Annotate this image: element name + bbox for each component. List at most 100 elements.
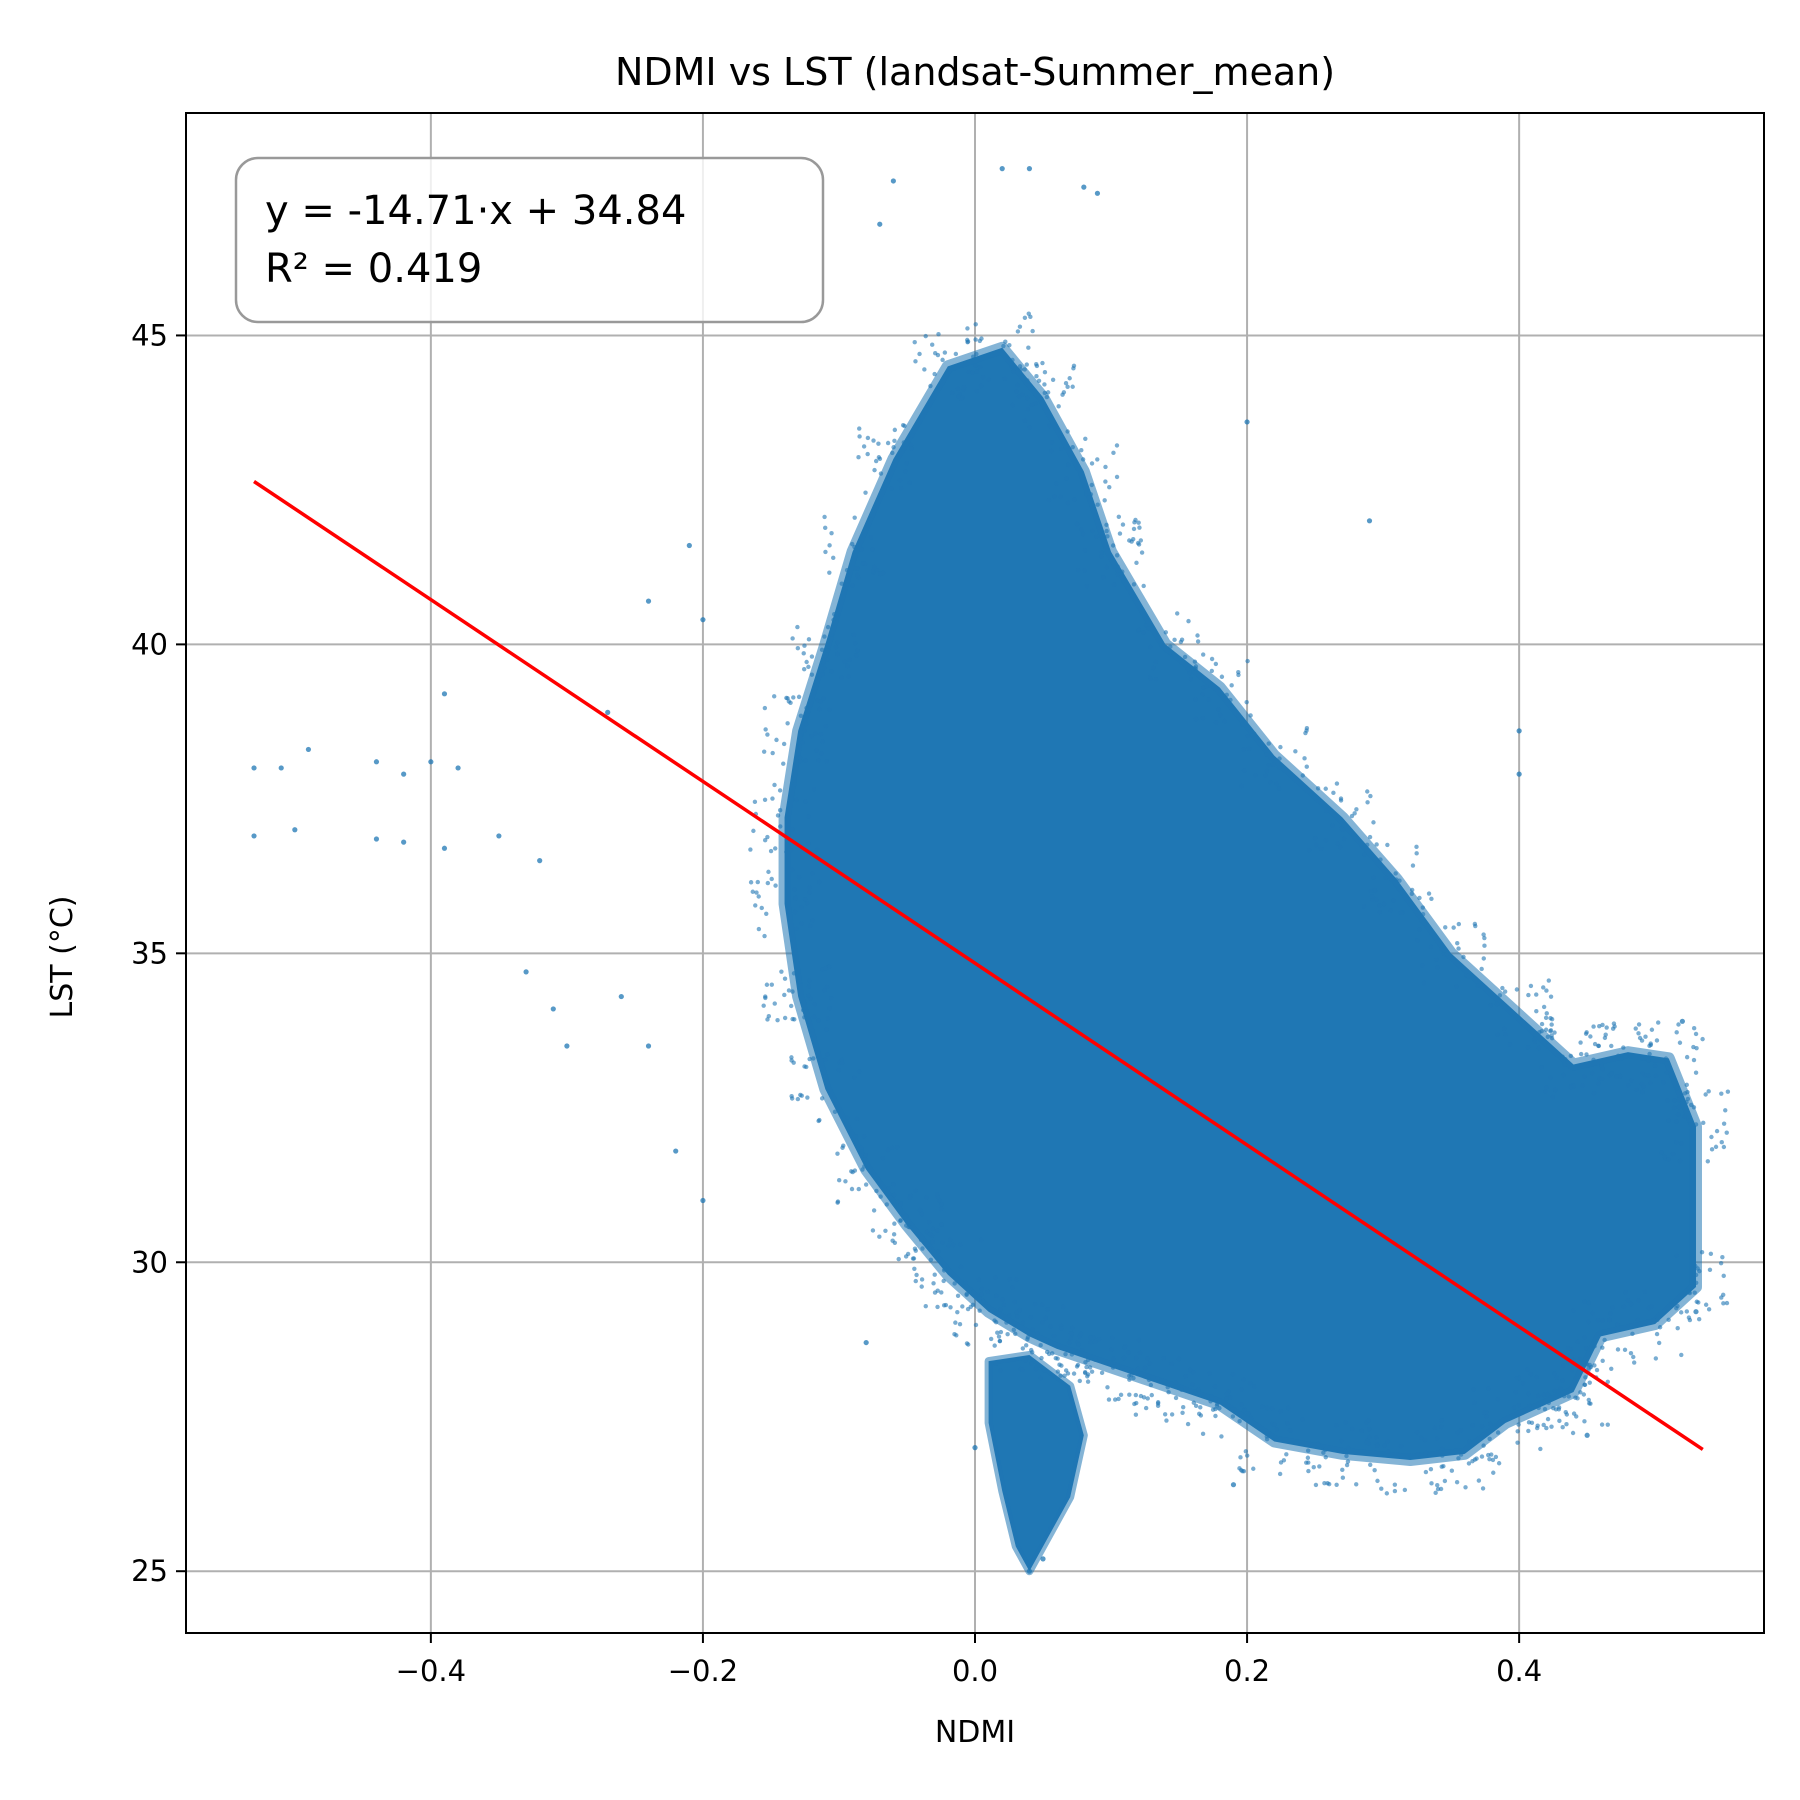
scatter-point [1541, 985, 1546, 990]
scatter-point [1686, 1118, 1692, 1123]
scatter-point [765, 1017, 770, 1022]
scatter-point [872, 564, 877, 570]
scatter-point [763, 995, 768, 1001]
scatter-point [1245, 658, 1250, 664]
scatter-point [766, 869, 771, 875]
scatter-point [884, 1202, 889, 1207]
scatter-point [1101, 575, 1106, 580]
scatter-point [1074, 521, 1080, 527]
scatter-point [1325, 1481, 1330, 1486]
scatter-point [1213, 1406, 1218, 1412]
scatter-point [1277, 1437, 1283, 1442]
scatter-point [1637, 1035, 1643, 1041]
scatter-point [1145, 1356, 1150, 1361]
scatter-point [1636, 1298, 1641, 1303]
scatter-point [849, 1186, 855, 1192]
scatter-point [1195, 633, 1200, 638]
scatter-point [1082, 548, 1088, 553]
scatter-point [1564, 1422, 1569, 1427]
scatter-point [792, 909, 798, 915]
scatter-point [1546, 1400, 1551, 1406]
scatter-point [907, 1195, 913, 1201]
scatter-point [791, 695, 796, 700]
scatter-point [919, 1284, 924, 1289]
scatter-point [1630, 1331, 1635, 1337]
scatter-point [835, 1151, 840, 1156]
scatter-point [1274, 781, 1279, 787]
scatter-point [1488, 1003, 1493, 1008]
scatter-point [1371, 820, 1376, 825]
scatter-point [790, 827, 795, 832]
scatter-point [1103, 479, 1108, 484]
scatter-point [924, 1229, 930, 1235]
scatter-point [1684, 1309, 1690, 1314]
scatter-point [1158, 640, 1164, 645]
scatter-point [523, 969, 529, 975]
scatter-point [806, 637, 812, 642]
scatter-point [976, 1277, 981, 1283]
scatter-point [1114, 443, 1120, 448]
scatter-point [1682, 1114, 1687, 1119]
scatter-point [1277, 756, 1282, 761]
scatter-point [1525, 1045, 1531, 1050]
scatter-point [1552, 1371, 1557, 1376]
scatter-point [790, 1016, 795, 1022]
scatter-point [1075, 1362, 1081, 1368]
scatter-point [822, 634, 827, 639]
scatter-point [1020, 392, 1025, 397]
scatter-point [1663, 1056, 1669, 1061]
scatter-point [1693, 1272, 1699, 1278]
scatter-point [793, 926, 799, 931]
scatter-point [1582, 1419, 1587, 1424]
scatter-point [1230, 1372, 1236, 1377]
scatter-point [1015, 1314, 1020, 1319]
scatter-point [908, 442, 914, 448]
scatter-point [1470, 1458, 1475, 1464]
scatter-point [1570, 1367, 1575, 1373]
scatter-point [1420, 911, 1426, 917]
scatter-point [1571, 1083, 1577, 1089]
chart-title: NDMI vs LST (landsat-Summer_mean) [615, 50, 1335, 94]
scatter-point [1305, 1455, 1311, 1460]
scatter-point [920, 1246, 925, 1251]
scatter-point [852, 544, 857, 550]
scatter-point [1313, 842, 1319, 848]
scatter-point [1312, 836, 1318, 841]
scatter-point [1001, 343, 1006, 349]
scatter-point [829, 530, 834, 536]
scatter-point [1035, 1331, 1040, 1336]
scatter-point [843, 1179, 848, 1184]
scatter-point [786, 988, 792, 993]
scatter-point [762, 838, 768, 843]
scatter-point [1028, 314, 1033, 320]
scatter-point [251, 765, 257, 771]
scatter-point [824, 657, 830, 662]
scatter-point [825, 1052, 830, 1057]
scatter-point [1424, 922, 1429, 927]
scatter-point [1116, 514, 1122, 519]
scatter-point [496, 833, 502, 839]
scatter-point [1429, 896, 1434, 902]
scatter-point [998, 1329, 1004, 1335]
scatter-point [1239, 1467, 1244, 1473]
scatter-point [1286, 1405, 1291, 1411]
scatter-point [1629, 1078, 1634, 1083]
scatter-point [1706, 1089, 1711, 1094]
scatter-point [1703, 1092, 1708, 1097]
scatter-point [1042, 390, 1047, 396]
scatter-point [951, 1242, 956, 1248]
scatter-point [1198, 1405, 1203, 1410]
scatter-point [1379, 1486, 1384, 1491]
scatter-point [895, 1199, 901, 1204]
scatter-point [1631, 1360, 1637, 1365]
scatter-point [775, 1017, 780, 1023]
y-tick-label: 35 [131, 936, 168, 970]
scatter-point [823, 549, 828, 555]
scatter-point [923, 1303, 928, 1309]
scatter-point [886, 1185, 891, 1191]
scatter-point [700, 1197, 706, 1204]
scatter-point [897, 478, 903, 483]
scatter-point [1420, 905, 1425, 910]
scatter-point [1705, 1159, 1711, 1164]
scatter-point [1180, 1404, 1186, 1410]
